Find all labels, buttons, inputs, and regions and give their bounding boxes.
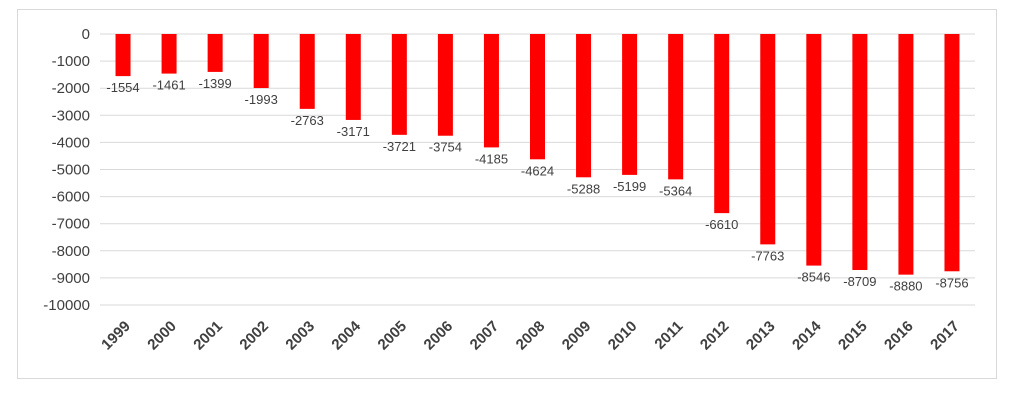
bar (253, 34, 269, 89)
data-label: -1461 (152, 78, 185, 93)
y-axis-ticks: 0 -1000 -2000 -3000 -4000 -5000 -6000 -7000 -800… (43, 26, 90, 314)
bar (622, 34, 638, 175)
data-label: -5364 (659, 183, 692, 198)
y-tick-label: -2000 (52, 80, 90, 97)
x-tick-label: 2005 (375, 318, 411, 354)
chart-frame (17, 9, 997, 379)
data-label: -6610 (705, 217, 738, 232)
y-tick-label: -8000 (52, 243, 90, 260)
x-tick-label: 2014 (789, 317, 825, 353)
bar (391, 34, 407, 135)
data-label: -8709 (843, 274, 876, 289)
x-tick-label: 2007 (467, 318, 503, 354)
x-axis-ticks: 1999 2000 2001 2002 2003 2004 2005 2006 2007 2008… (98, 317, 963, 353)
x-tick-label: 2009 (559, 318, 595, 354)
data-label: -8546 (797, 270, 830, 285)
bar (714, 34, 730, 214)
data-label: -3171 (337, 124, 370, 139)
bar (806, 34, 822, 266)
data-label: -5199 (613, 179, 646, 194)
data-label: -5288 (567, 181, 600, 196)
bar (944, 34, 960, 272)
y-tick-label: -4000 (52, 134, 90, 151)
x-tick-label: 2003 (282, 318, 318, 354)
data-label: -1399 (199, 76, 232, 91)
x-tick-label: 2002 (236, 318, 272, 354)
data-labels: -1554 -1461 -1399 -1993 -2763 -3171 -3721 -3754… (106, 76, 968, 294)
x-tick-label: 2017 (927, 318, 963, 354)
bar (668, 34, 684, 180)
data-label: -1993 (245, 92, 278, 107)
bar (161, 34, 177, 74)
y-tick-label: -5000 (52, 162, 90, 179)
x-tick-label: 2015 (835, 318, 871, 354)
bar (530, 34, 545, 160)
x-tick-label: 2012 (697, 318, 733, 354)
bars (115, 34, 960, 275)
x-tick-label: 1999 (98, 318, 134, 354)
data-label: -3754 (429, 140, 462, 155)
data-label: -7763 (751, 248, 784, 263)
data-label: -8756 (935, 275, 968, 290)
bar (898, 34, 914, 275)
data-label: -1554 (106, 80, 139, 95)
x-tick-label: 2000 (144, 318, 180, 354)
data-label: -8880 (889, 279, 922, 294)
y-tick-label: -7000 (52, 216, 90, 233)
x-tick-label: 2006 (421, 318, 457, 354)
bar (760, 34, 776, 245)
y-tick-label: -9000 (52, 270, 90, 287)
data-label: -4624 (521, 163, 554, 178)
bar (437, 34, 453, 136)
x-tick-label: 2001 (190, 318, 226, 354)
x-tick-label: 2016 (881, 318, 917, 354)
bar (299, 34, 315, 109)
bar (576, 34, 592, 178)
bar (852, 34, 868, 271)
y-tick-label: -3000 (52, 107, 90, 124)
y-tick-label: -10000 (43, 297, 90, 314)
y-tick-label: 0 (82, 26, 90, 43)
x-tick-label: 2013 (743, 318, 779, 354)
x-tick-label: 2011 (651, 318, 686, 353)
bar (483, 34, 499, 148)
data-label: -2763 (291, 113, 324, 128)
y-tick-label: -6000 (52, 189, 90, 206)
bar (115, 34, 131, 77)
gridlines (100, 33, 975, 306)
x-tick-label: 2004 (328, 317, 364, 353)
y-tick-label: -1000 (52, 53, 90, 70)
bar (207, 34, 223, 72)
bar (345, 34, 361, 120)
x-tick-label: 2010 (605, 318, 641, 354)
x-tick-label: 2008 (513, 318, 549, 354)
data-label: -3721 (383, 139, 416, 154)
data-label: -4185 (475, 151, 508, 166)
